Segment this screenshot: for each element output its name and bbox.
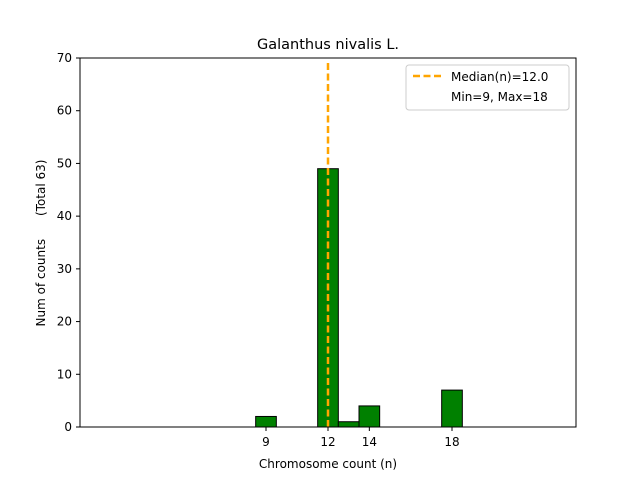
- bar-14: [358, 405, 381, 428]
- x-tick-label: 9: [262, 435, 270, 449]
- y-tick-label: 50: [57, 156, 72, 170]
- y-tick-label: 40: [57, 209, 72, 223]
- x-axis-ticks: 9 12 14 18: [262, 427, 460, 449]
- x-tick-label: 18: [444, 435, 459, 449]
- legend: Median(n)=12.0 Min=9, Max=18: [405, 64, 570, 111]
- bars-layer: [255, 168, 463, 428]
- x-tick-label: 14: [362, 435, 377, 449]
- y-tick-label: 60: [57, 104, 72, 118]
- x-tick-label: 12: [320, 435, 335, 449]
- bar-18: [441, 389, 463, 428]
- legend-median-label: Median(n)=12.0: [451, 70, 548, 84]
- legend-range-label: Min=9, Max=18: [451, 90, 548, 104]
- legend-box: [405, 64, 570, 111]
- bar-9: [255, 415, 277, 428]
- y-tick-label: 0: [64, 420, 72, 434]
- y-tick-label: 70: [57, 51, 72, 65]
- chart-title: Galanthus nivalis L.: [257, 37, 399, 53]
- bar-13: [337, 421, 360, 428]
- y-axis-label: Num of counts (Total 63): [34, 160, 48, 327]
- x-axis-label: Chromosome count (n): [259, 457, 397, 471]
- y-tick-label: 10: [57, 367, 72, 381]
- y-tick-label: 30: [57, 262, 72, 276]
- y-tick-label: 20: [57, 315, 72, 329]
- y-axis-ticks: 0 10 20 30 40 50 60 70: [57, 51, 80, 434]
